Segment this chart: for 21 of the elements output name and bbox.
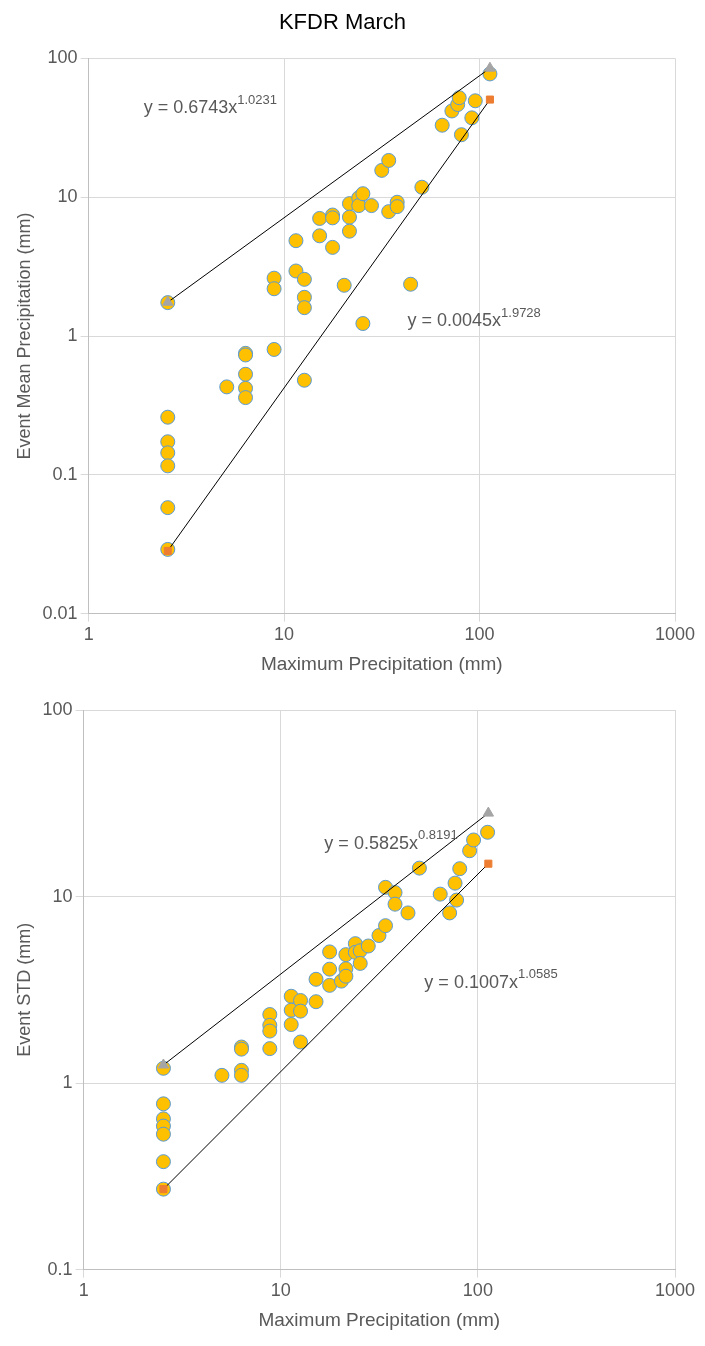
y-tick-label: 0.1 [52,463,78,484]
y-tick-label: 100 [42,698,73,719]
x-axis-title: Maximum Precipitation (mm) [258,1308,501,1330]
x-tick-label: 100 [464,624,495,645]
y-tick-label: 100 [47,47,78,68]
y-axis-title: Event Mean Precipitation (mm) [13,212,34,460]
x-tick-label: 1 [83,624,94,645]
x-tick-label: 1000 [654,1280,696,1301]
y-tick-label: 1 [62,1072,73,1093]
y-tick-label: 0.1 [47,1258,73,1279]
y-tick-label: 10 [52,885,73,906]
chart-title: KFDR March [278,9,407,35]
x-axis-title: Maximum Precipitation (mm) [260,652,503,674]
y-tick-label: 1 [67,324,78,345]
x-tick-label: 10 [274,624,295,645]
y-tick-label: 10 [57,186,78,207]
x-tick-label: 100 [462,1280,493,1301]
x-tick-label: 1000 [654,624,696,645]
x-tick-label: 10 [270,1280,291,1301]
y-tick-label: 0.01 [42,602,78,623]
y-axis-title: Event STD (mm) [13,922,34,1057]
